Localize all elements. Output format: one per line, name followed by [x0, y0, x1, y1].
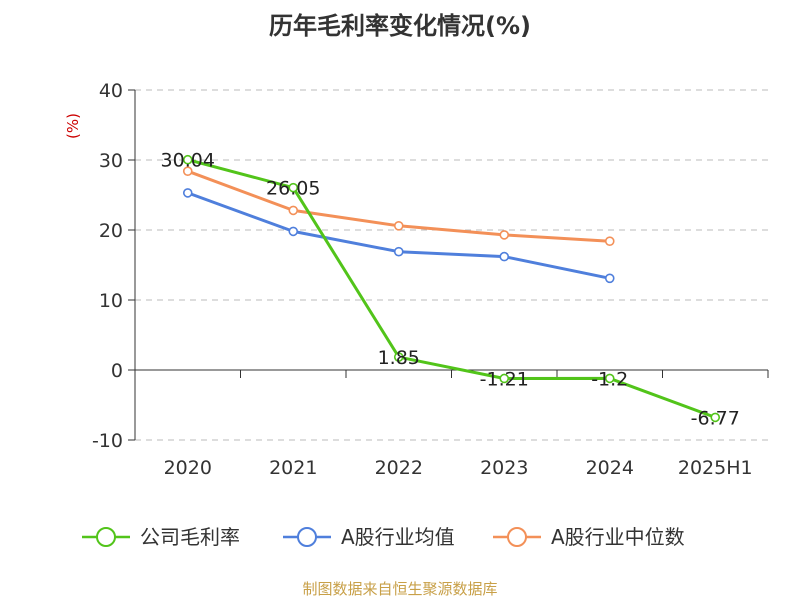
legend: 公司毛利率 A股行业均值 A股行业中位数 — [82, 525, 685, 549]
legend-marker — [96, 527, 116, 547]
series-line — [187, 169, 610, 243]
series-line — [187, 158, 716, 419]
y-axis-label: (%) — [64, 113, 82, 139]
legend-item[interactable]: A股行业中位数 — [493, 525, 685, 549]
series — [182, 154, 721, 423]
data-label: 26.05 — [266, 178, 320, 200]
x-tick-label: 2025H1 — [678, 457, 753, 479]
data-point — [393, 221, 404, 231]
x-tick-label: 2020 — [164, 457, 212, 479]
y-tick-label: 30 — [99, 150, 123, 172]
legend-item[interactable]: A股行业均值 — [283, 525, 455, 549]
data-label: 1.85 — [378, 347, 420, 369]
y-tick-label: 40 — [99, 80, 123, 102]
data-point — [288, 182, 299, 193]
data-labels: 30.04 26.05 1.85 -1.21 -1.2 -6.77 — [161, 150, 740, 430]
data-point — [604, 236, 615, 246]
gridlines — [135, 89, 768, 441]
source-note: 制图数据来自恒生聚源数据库 — [302, 580, 498, 598]
chart-title: 历年毛利率变化情况(%) — [269, 12, 531, 40]
data-point — [393, 246, 404, 257]
data-label: 30.04 — [161, 150, 215, 172]
legend-marker — [297, 527, 317, 547]
x-tick-label: 2021 — [269, 457, 317, 479]
legend-marker — [507, 527, 527, 547]
x-tick-label: 2023 — [480, 457, 528, 479]
series-2 — [182, 166, 615, 246]
y-tick-label: 0 — [111, 360, 123, 382]
series-0 — [182, 154, 721, 423]
axes: 40 30 20 10 0 -10 2020 2021 2022 2023 2024 2025H1 — [92, 80, 769, 479]
data-point — [182, 166, 193, 176]
legend-label: A股行业均值 — [341, 525, 455, 549]
data-point — [182, 188, 193, 198]
data-label: -1.21 — [480, 368, 529, 390]
legend-label: 公司毛利率 — [140, 525, 240, 549]
data-point — [499, 251, 510, 262]
data-point — [182, 154, 193, 165]
x-tick-label: 2022 — [375, 457, 423, 479]
series-line — [187, 191, 611, 280]
legend-item[interactable]: 公司毛利率 — [82, 525, 240, 549]
y-tick-label: -10 — [92, 430, 123, 452]
data-label: -6.77 — [691, 407, 740, 429]
data-point — [288, 226, 299, 237]
data-point — [499, 373, 510, 384]
data-point — [393, 352, 404, 362]
legend-label: A股行业中位数 — [551, 525, 685, 549]
series-1 — [182, 188, 615, 284]
data-point — [499, 230, 510, 240]
data-point — [710, 412, 721, 423]
data-label: -1.2 — [591, 368, 628, 390]
y-tick-label: 20 — [99, 220, 123, 242]
data-point — [288, 205, 299, 216]
y-tick-label: 10 — [99, 290, 123, 312]
data-point — [604, 373, 615, 384]
x-tick-label: 2024 — [586, 457, 634, 479]
data-point — [604, 273, 615, 284]
